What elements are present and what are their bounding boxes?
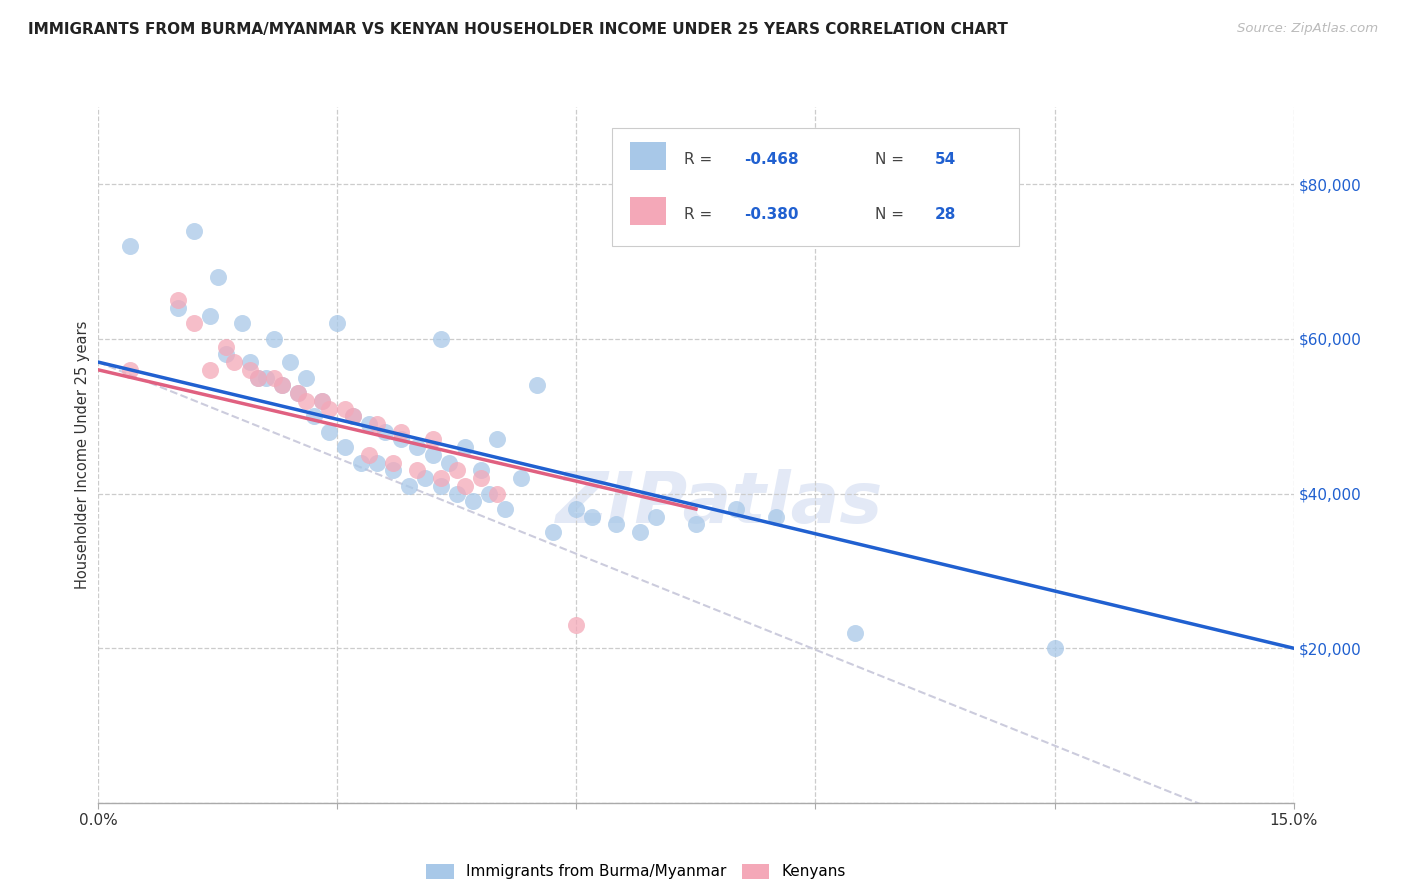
Point [406, 463, 429, 477]
Text: -0.468: -0.468 [744, 152, 799, 167]
Text: 54: 54 [935, 152, 956, 167]
Point [246, 370, 269, 384]
Point [541, 525, 564, 540]
Point [765, 509, 787, 524]
FancyBboxPatch shape [630, 197, 666, 226]
Point [844, 625, 866, 640]
Point [294, 370, 316, 384]
Point [350, 456, 373, 470]
Point [335, 401, 357, 416]
Point [198, 309, 221, 323]
Point [724, 502, 747, 516]
Point [478, 486, 501, 500]
Point [239, 355, 262, 369]
Point [278, 355, 301, 369]
Point [406, 440, 429, 454]
Point [183, 224, 205, 238]
Point [389, 425, 412, 439]
Point [294, 393, 316, 408]
Point [246, 370, 269, 384]
Point [389, 433, 412, 447]
Point [565, 502, 588, 516]
Point [413, 471, 436, 485]
Point [302, 409, 325, 424]
FancyBboxPatch shape [613, 128, 1018, 246]
Point [1043, 641, 1066, 656]
Text: Source: ZipAtlas.com: Source: ZipAtlas.com [1237, 22, 1378, 36]
Point [430, 471, 453, 485]
Point [318, 401, 340, 416]
Y-axis label: Householder Income Under 25 years: Householder Income Under 25 years [75, 321, 90, 589]
Point [287, 386, 309, 401]
FancyBboxPatch shape [630, 142, 666, 169]
Point [366, 456, 388, 470]
Point [207, 270, 229, 285]
Point [215, 347, 238, 361]
Point [446, 486, 468, 500]
Text: IMMIGRANTS FROM BURMA/MYANMAR VS KENYAN HOUSEHOLDER INCOME UNDER 25 YEARS CORREL: IMMIGRANTS FROM BURMA/MYANMAR VS KENYAN … [28, 22, 1008, 37]
Point [198, 363, 221, 377]
Point [215, 340, 238, 354]
Text: N =: N = [875, 207, 910, 222]
Point [605, 517, 627, 532]
Text: 28: 28 [935, 207, 956, 222]
Point [645, 509, 668, 524]
Point [454, 440, 477, 454]
Point [581, 509, 603, 524]
Point [120, 239, 142, 253]
Point [494, 502, 516, 516]
Legend: Immigrants from Burma/Myanmar, Kenyans: Immigrants from Burma/Myanmar, Kenyans [420, 857, 852, 886]
Point [470, 463, 492, 477]
Point [359, 448, 381, 462]
Point [422, 433, 444, 447]
Point [263, 332, 285, 346]
Point [382, 463, 405, 477]
Point [430, 332, 453, 346]
Point [366, 417, 388, 431]
Point [374, 425, 396, 439]
Point [342, 409, 364, 424]
Point [254, 370, 277, 384]
Text: R =: R = [685, 207, 717, 222]
Point [359, 417, 381, 431]
Point [326, 317, 349, 331]
Point [382, 456, 405, 470]
Point [454, 479, 477, 493]
Point [565, 618, 588, 632]
Point [239, 363, 262, 377]
Point [685, 517, 707, 532]
Point [263, 370, 285, 384]
Point [470, 471, 492, 485]
Point [335, 440, 357, 454]
Point [222, 355, 245, 369]
Point [318, 425, 340, 439]
Point [287, 386, 309, 401]
Point [437, 456, 460, 470]
Text: ZIPatlas: ZIPatlas [557, 469, 883, 538]
Point [167, 293, 190, 308]
Point [430, 479, 453, 493]
Point [461, 494, 484, 508]
Point [270, 378, 292, 392]
Point [509, 471, 531, 485]
Point [270, 378, 292, 392]
Text: R =: R = [685, 152, 717, 167]
Text: -0.380: -0.380 [744, 207, 799, 222]
Point [167, 301, 190, 315]
Point [311, 393, 333, 408]
Text: N =: N = [875, 152, 910, 167]
Point [628, 525, 651, 540]
Point [231, 317, 253, 331]
Point [422, 448, 444, 462]
Point [342, 409, 364, 424]
Point [120, 363, 142, 377]
Point [526, 378, 548, 392]
Point [485, 433, 508, 447]
Point [311, 393, 333, 408]
Point [398, 479, 420, 493]
Point [485, 486, 508, 500]
Point [183, 317, 205, 331]
Point [446, 463, 468, 477]
